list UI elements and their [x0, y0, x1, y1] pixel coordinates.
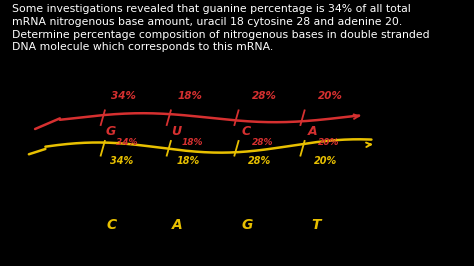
Text: A: A — [308, 125, 317, 138]
Text: 20%: 20% — [318, 91, 343, 101]
Text: 18%: 18% — [177, 91, 202, 101]
Text: U: U — [171, 125, 182, 138]
Text: 28%: 28% — [252, 138, 273, 147]
Text: T: T — [311, 218, 320, 232]
Text: 28%: 28% — [252, 91, 276, 101]
Text: Some investigations revealed that guanine percentage is 34% of all total
mRNA ni: Some investigations revealed that guanin… — [12, 4, 430, 52]
Text: 18%: 18% — [182, 138, 203, 147]
Text: 28%: 28% — [248, 156, 272, 166]
Text: 20%: 20% — [314, 156, 337, 166]
Text: 34%: 34% — [111, 91, 136, 101]
Text: 18%: 18% — [176, 156, 200, 166]
Text: G: G — [105, 125, 116, 138]
Text: 34%: 34% — [110, 156, 133, 166]
Text: 34%: 34% — [116, 138, 137, 147]
Text: 20%: 20% — [318, 138, 339, 147]
Text: C: C — [106, 218, 117, 232]
Text: C: C — [241, 125, 251, 138]
Text: A: A — [172, 218, 183, 232]
Text: G: G — [242, 218, 253, 232]
